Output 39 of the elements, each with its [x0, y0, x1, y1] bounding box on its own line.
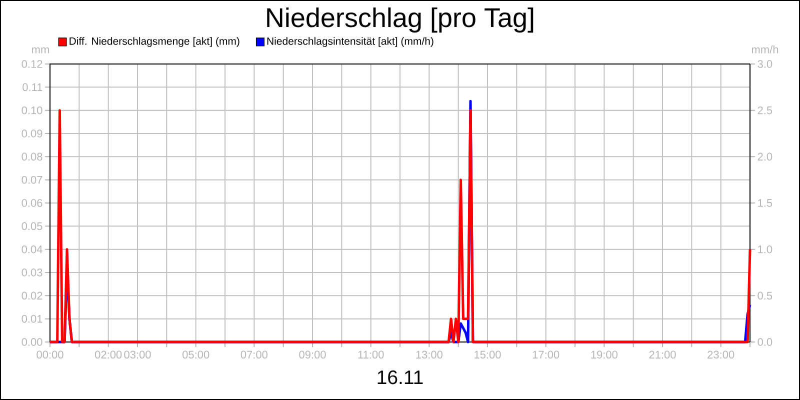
- y2-tick-label: 2.0: [758, 152, 772, 161]
- y2-tick-label: 1.0: [758, 245, 772, 254]
- x-tick-label: 02:00: [95, 350, 122, 359]
- y-tick-label: 0.03: [22, 268, 42, 276]
- y-tick-label: 0.00: [22, 338, 42, 346]
- x-axis-title: 16.11: [378, 370, 423, 384]
- x-tick-label: 07:00: [240, 350, 268, 359]
- x-tick-label: 13:00: [416, 350, 442, 359]
- x-tick-label: 03:00: [124, 350, 151, 359]
- y-tick-label: 0.02: [22, 292, 42, 300]
- y-axis-title: mm: [32, 47, 49, 54]
- x-tick-label: 15:00: [474, 350, 501, 359]
- y-tick-label: 0.08: [22, 152, 42, 161]
- y-tick-label: 0.12: [22, 60, 42, 68]
- y-tick-label: 0.10: [22, 106, 42, 114]
- x-tick-label: 11:00: [358, 350, 384, 359]
- y2-tick-label: 1.5: [758, 199, 772, 207]
- y-tick-label: 0.05: [22, 222, 42, 230]
- y-tick-label: 0.11: [22, 83, 42, 92]
- x-tick-label: 19:00: [591, 350, 618, 359]
- x-tick-label: 17:00: [532, 350, 560, 359]
- x-tick-label: 00:00: [36, 350, 64, 359]
- y2-axis-title: mm/h: [752, 45, 778, 54]
- y2-tick-label: 2.5: [758, 106, 772, 114]
- chart-title: Niederschlag [pro Tag]: [267, 7, 534, 33]
- y-tick-label: 0.01: [22, 314, 42, 323]
- y-tick-label: 0.04: [22, 245, 42, 254]
- y2-tick-label: 3.0: [758, 60, 772, 68]
- legend-label: Diff. Niederschlagsmenge [akt] (mm): [70, 37, 240, 47]
- y-tick-label: 0.06: [22, 199, 42, 207]
- x-tick-label: 21:00: [649, 350, 676, 359]
- legend-label: Niederschlagsintensität [akt] (mm/h): [267, 37, 434, 47]
- y-tick-label: 0.09: [22, 130, 42, 138]
- y2-tick-label: 0.5: [758, 292, 772, 300]
- y2-tick-label: 0.0: [758, 338, 772, 346]
- y-tick-label: 0.07: [22, 176, 42, 184]
- x-tick-label: 23:00: [708, 350, 734, 359]
- x-tick-label: 09:00: [299, 350, 326, 359]
- x-tick-label: 05:00: [182, 350, 210, 359]
